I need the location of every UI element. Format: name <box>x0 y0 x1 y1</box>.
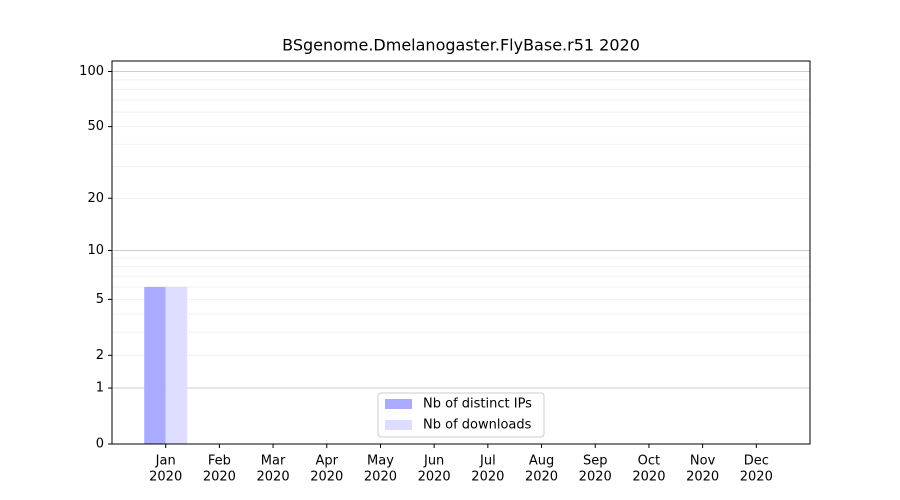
x-tick-year: 2020 <box>471 470 504 485</box>
chart-title: BSgenome.Dmelanogaster.FlyBase.r51 2020 <box>282 36 640 55</box>
plot-frame <box>111 60 811 445</box>
y-tick-label: 1 <box>96 381 104 396</box>
x-tick-year: 2020 <box>149 470 182 485</box>
x-tick-year: 2020 <box>579 470 612 485</box>
x-tick-label: Apr <box>316 454 339 469</box>
x-tick-label: Mar <box>261 454 286 469</box>
x-tick-year: 2020 <box>740 470 773 485</box>
x-tick-label: Sep <box>583 454 608 469</box>
y-tick-label: 5 <box>96 292 104 307</box>
x-tick-label: Nov <box>690 454 716 469</box>
x-tick-year: 2020 <box>418 470 451 485</box>
x-tick-year: 2020 <box>525 470 558 485</box>
x-tick-year: 2020 <box>686 470 719 485</box>
legend-swatch <box>385 399 412 409</box>
x-tick-year: 2020 <box>632 470 665 485</box>
y-tick-label: 20 <box>87 191 104 206</box>
x-tick-label: Feb <box>208 454 231 469</box>
bar <box>165 286 188 444</box>
x-tick-label: Jul <box>479 454 496 469</box>
y-tick-label: 100 <box>79 64 104 79</box>
x-tick-year: 2020 <box>310 470 343 485</box>
y-tick-label: 0 <box>96 437 104 452</box>
y-tick-label: 50 <box>87 119 104 134</box>
y-tick-label: 2 <box>96 348 104 363</box>
legend-swatch <box>385 420 412 430</box>
bar <box>144 286 166 444</box>
x-tick-year: 2020 <box>364 470 397 485</box>
legend-label: Nb of distinct IPs <box>423 397 532 412</box>
x-tick-year: 2020 <box>257 470 290 485</box>
x-tick-label: May <box>367 454 394 469</box>
x-tick-label: Jan <box>155 454 176 469</box>
y-tick-label: 10 <box>87 243 104 258</box>
x-tick-label: Dec <box>744 454 769 469</box>
x-tick-label: Jun <box>423 454 444 469</box>
legend-label: Nb of downloads <box>423 418 532 433</box>
x-tick-label: Oct <box>638 454 660 469</box>
x-tick-year: 2020 <box>203 470 236 485</box>
x-tick-label: Aug <box>529 454 554 469</box>
legend: Nb of distinct IPs Nb of downloads <box>377 392 545 438</box>
legend-box <box>377 392 545 438</box>
